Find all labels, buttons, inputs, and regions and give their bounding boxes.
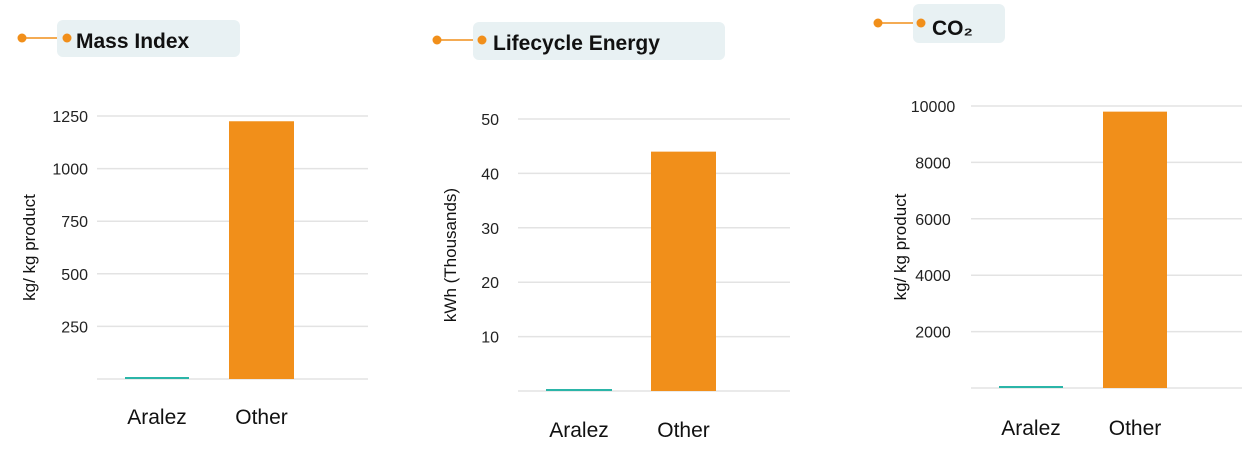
y-axis-label: kg/ kg product (20, 194, 39, 301)
x-category-label: Aralez (1001, 417, 1061, 440)
bar-other (651, 151, 716, 391)
y-tick-label: 8000 (915, 155, 951, 172)
title-box (913, 4, 1005, 43)
y-tick-label: 20 (481, 275, 499, 292)
y-tick-label: 10 (481, 330, 499, 347)
title-box (473, 22, 725, 60)
title-dot-icon (432, 35, 442, 45)
y-tick-label: 2000 (915, 325, 951, 342)
y-tick-label: 6000 (915, 212, 951, 229)
bar-aralez (999, 386, 1063, 388)
title-dot-icon (916, 18, 926, 28)
y-tick-label: 500 (61, 267, 88, 284)
y-tick-label: 30 (481, 221, 499, 238)
bar-other (1103, 111, 1167, 388)
y-tick-label: 50 (481, 112, 499, 129)
x-category-label: Other (235, 406, 288, 429)
y-tick-label: 10000 (911, 99, 956, 116)
chart-2: Lifecycle Energy 10 20 30 40 50 kWh (Thousands… (432, 22, 790, 442)
y-tick-label: 4000 (915, 268, 951, 285)
title-box (57, 20, 240, 57)
title-dot-icon (62, 33, 72, 43)
bar-aralez (546, 389, 612, 391)
title-dot-icon (873, 18, 883, 28)
bar-other (229, 121, 294, 379)
y-tick-label: 750 (61, 214, 88, 231)
y-tick-label: 40 (481, 166, 499, 183)
y-axis-label: kg/ kg product (891, 193, 910, 300)
y-axis-label: kWh (Thousands) (441, 188, 460, 322)
y-tick-label: 1250 (52, 109, 88, 126)
chart-1: Mass Index 250 500 750 1000 1250 kg/ kg produc… (17, 20, 368, 429)
x-category-label: Other (657, 419, 710, 442)
y-tick-label: 1000 (52, 162, 88, 179)
chart-3: CO₂ 2000 4000 6000 8000 10000 kg/ kg product Ar… (873, 4, 1242, 440)
x-category-label: Aralez (127, 406, 187, 429)
chart-title: Mass Index (76, 30, 190, 53)
title-dot-icon (17, 33, 27, 43)
bar-aralez (125, 377, 189, 379)
title-dot-icon (477, 35, 487, 45)
x-category-label: Other (1109, 417, 1162, 440)
chart-title: Lifecycle Energy (493, 32, 660, 55)
chart-title: CO₂ (932, 17, 973, 40)
x-category-label: Aralez (549, 419, 609, 442)
y-tick-label: 250 (61, 319, 88, 336)
